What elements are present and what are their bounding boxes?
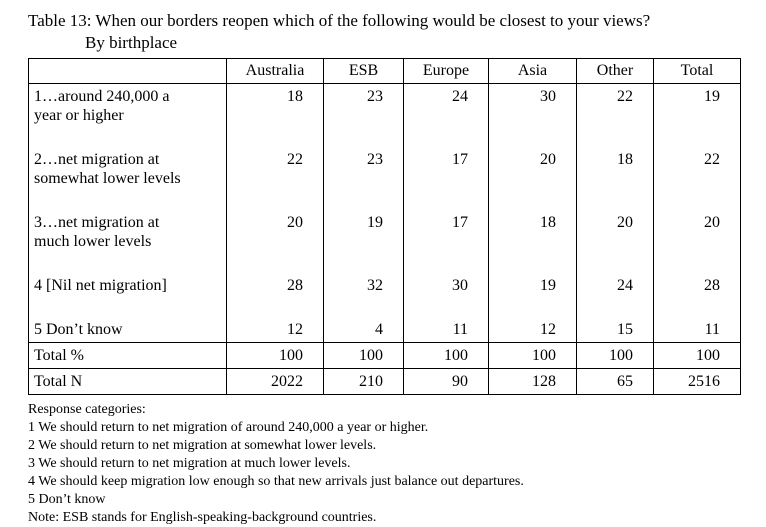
- cell-value: 32: [323, 273, 404, 317]
- cell-value: 15: [576, 317, 654, 343]
- cell-value: 20: [653, 210, 741, 273]
- row-label: 2…net migration at somewhat lower levels: [34, 151, 181, 187]
- cell-value: 17: [403, 210, 489, 273]
- cell-value: 30: [403, 273, 489, 317]
- cell-value: 128: [488, 368, 577, 395]
- row-label: 3…net migration at much lower levels: [34, 214, 160, 250]
- cell-value: 11: [653, 317, 741, 343]
- header-row: Australia ESB Europe Asia Other Total: [28, 58, 741, 84]
- cell-value: 30: [488, 83, 577, 147]
- row-label: Total N: [28, 368, 227, 395]
- table-row: 3…net migration at much lower levels 20 …: [29, 210, 741, 273]
- cell-value: 23: [323, 147, 404, 210]
- col-header-empty: [28, 58, 227, 84]
- total-n-row: Total N 2022 210 90 128 65 2516: [28, 368, 741, 395]
- cell-value: 100: [403, 342, 489, 369]
- note-line: 5 Don’t know: [28, 492, 106, 507]
- note-line: Response categories:: [28, 402, 146, 417]
- table-row: 4 [Nil net migration] 28 32 30 19 24 28: [29, 273, 741, 317]
- cell-value: 18: [576, 147, 654, 210]
- table-row: 1…around 240,000 a year or higher 18 23 …: [29, 83, 741, 147]
- col-header-total: Total: [653, 58, 741, 84]
- col-header-australia: Australia: [226, 58, 324, 84]
- cell-value: 65: [576, 368, 654, 395]
- footnotes: Response categories: 1 We should return …: [28, 401, 740, 527]
- cell-value: 19: [323, 210, 404, 273]
- table-row: 5 Don’t know 12 4 11 12 15 11: [29, 317, 741, 343]
- cell-value: 100: [653, 342, 741, 369]
- table-row: 2…net migration at somewhat lower levels…: [29, 147, 741, 210]
- col-header-asia: Asia: [488, 58, 577, 84]
- cell-value: 18: [488, 210, 577, 273]
- row-label: 5 Don’t know: [34, 321, 123, 338]
- survey-results-table: Australia ESB Europe Asia Other Total 1……: [28, 58, 741, 395]
- note-line: 3 We should return to net migration at m…: [28, 456, 351, 471]
- note-line: 2 We should return to net migration at s…: [28, 438, 377, 453]
- cell-value: 210: [323, 368, 404, 395]
- cell-value: 12: [226, 317, 324, 343]
- cell-value: 11: [403, 317, 489, 343]
- cell-value: 2516: [653, 368, 741, 395]
- cell-value: 19: [653, 83, 741, 147]
- cell-value: 24: [403, 83, 489, 147]
- total-percent-row: Total % 100 100 100 100 100 100: [28, 342, 741, 369]
- table-subcaption: By birthplace: [85, 33, 178, 52]
- cell-value: 22: [226, 147, 324, 210]
- note-line: 4 We should keep migration low enough so…: [28, 474, 524, 489]
- cell-value: 90: [403, 368, 489, 395]
- cell-value: 18: [226, 83, 324, 147]
- col-header-esb: ESB: [323, 58, 404, 84]
- cell-value: 100: [323, 342, 404, 369]
- cell-value: 23: [323, 83, 404, 147]
- cell-value: 12: [488, 317, 577, 343]
- cell-value: 100: [488, 342, 577, 369]
- table-caption: Table 13: When our borders reopen which …: [28, 11, 651, 30]
- cell-value: 22: [653, 147, 741, 210]
- cell-value: 22: [576, 83, 654, 147]
- row-label: 4 [Nil net migration]: [34, 277, 167, 294]
- cell-value: 100: [576, 342, 654, 369]
- cell-value: 20: [576, 210, 654, 273]
- cell-value: 24: [576, 273, 654, 317]
- col-header-other: Other: [576, 58, 654, 84]
- row-label: 1…around 240,000 a year or higher: [34, 88, 170, 124]
- cell-value: 20: [488, 147, 577, 210]
- row-label: Total %: [28, 342, 227, 369]
- cell-value: 100: [226, 342, 324, 369]
- cell-value: 19: [488, 273, 577, 317]
- cell-value: 28: [226, 273, 324, 317]
- cell-value: 28: [653, 273, 741, 317]
- cell-value: 2022: [226, 368, 324, 395]
- note-line: 1 We should return to net migration of a…: [28, 420, 429, 435]
- cell-value: 17: [403, 147, 489, 210]
- cell-value: 20: [226, 210, 324, 273]
- col-header-europe: Europe: [403, 58, 489, 84]
- cell-value: 4: [323, 317, 404, 343]
